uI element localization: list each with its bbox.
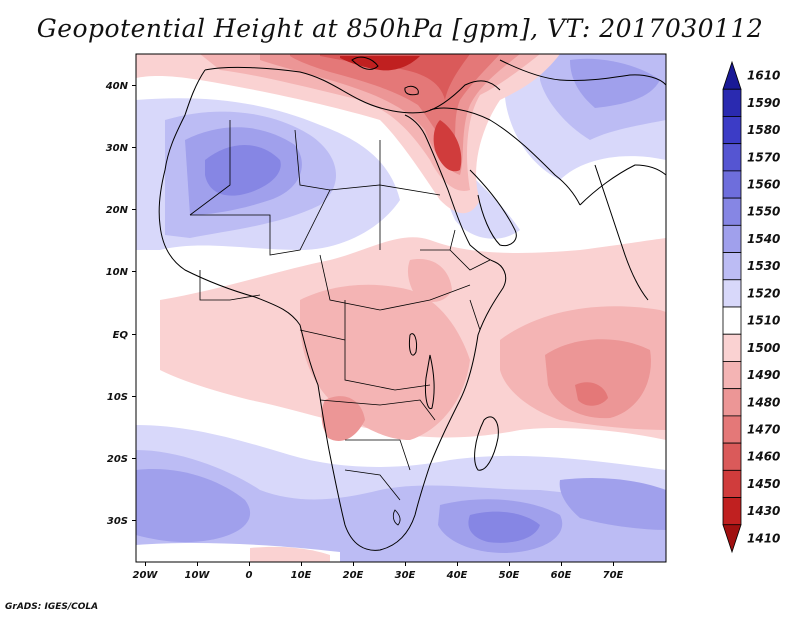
lon-label: 10W — [185, 570, 211, 581]
colorbar-swatch — [722, 88, 742, 117]
colorbar-swatch — [722, 415, 742, 444]
colorbar-swatch — [722, 361, 742, 390]
colorbar-swatch — [722, 279, 742, 308]
colorbar-label: 1410 — [747, 531, 780, 545]
colorbar-label: 1500 — [747, 341, 780, 355]
lon-label: 0 — [246, 570, 253, 581]
colorbar-swatch — [722, 170, 742, 199]
lon-label: 10E — [291, 570, 312, 581]
colorbar-label: 1460 — [747, 450, 780, 464]
lon-label: 60E — [551, 570, 572, 581]
lon-label: 40E — [446, 570, 468, 581]
colorbar-label: 1530 — [747, 259, 780, 273]
colorbar-swatch — [722, 333, 742, 362]
colorbar-arrow-top — [722, 60, 742, 90]
map-title: Geopotential Height at 850hPa [gpm], VT:… — [36, 14, 764, 43]
colorbar-label: 1580 — [747, 123, 780, 137]
colorbar-label: 1490 — [747, 368, 780, 382]
colorbar-swatch — [722, 497, 742, 526]
colorbar-label: 1590 — [747, 96, 780, 110]
colorbar-swatch — [722, 442, 742, 471]
lat-ticks — [132, 85, 136, 521]
lat-label: 30S — [107, 516, 128, 527]
lon-labels: 20W 10W 0 10E 20E 30E 40E 50E 60E 70E — [133, 570, 624, 581]
grads-credit: GrADS: IGES/COLA — [5, 602, 99, 612]
colorbar-label: 1550 — [747, 205, 780, 219]
colorbar-label: 1480 — [747, 395, 780, 409]
colorbar-swatch — [722, 388, 742, 417]
lat-label: EQ — [113, 330, 129, 341]
colorbar-swatch — [722, 252, 742, 281]
colorbar-swatch — [722, 224, 742, 253]
lon-label: 20E — [343, 570, 364, 581]
lat-label: 10N — [106, 267, 129, 278]
colorbar-label: 1570 — [747, 150, 780, 164]
map-border — [135, 53, 667, 563]
colorbar: 1610 1590 1580 1570 1560 1550 1540 1530 1520 1510… — [722, 60, 780, 554]
lon-label: 70E — [603, 570, 624, 581]
lat-label: 30N — [106, 143, 129, 154]
colorbar-label: 1540 — [747, 232, 780, 246]
lon-ticks — [145, 562, 614, 566]
lat-label: 40N — [105, 81, 129, 92]
lat-label: 20S — [107, 454, 128, 465]
colorbar-label: 1610 — [747, 69, 780, 83]
colorbar-label: 1450 — [747, 477, 780, 491]
colorbar-swatch — [722, 143, 742, 172]
colorbar-arrow-bottom — [722, 524, 742, 554]
lon-label: 30E — [395, 570, 416, 581]
colorbar-label: 1470 — [747, 423, 780, 437]
coastlines — [158, 56, 666, 551]
lon-label: 50E — [499, 570, 520, 581]
colorbar-label: 1430 — [747, 504, 780, 518]
colorbar-swatch — [722, 469, 742, 498]
colorbar-swatch — [722, 116, 742, 145]
lat-labels: 40N 30N 20N 10N EQ 10S 20S 30S — [105, 81, 129, 527]
lon-label: 20W — [133, 570, 159, 581]
colorbar-label: 1510 — [747, 314, 780, 328]
colorbar-label: 1560 — [747, 178, 780, 192]
colorbar-swatch — [722, 306, 742, 335]
colorbar-label: 1520 — [747, 286, 780, 300]
lat-label: 20N — [106, 205, 129, 216]
height-field — [136, 54, 666, 562]
colorbar-swatch — [722, 197, 742, 226]
country-borders — [189, 120, 491, 526]
lat-label: 10S — [107, 392, 128, 403]
